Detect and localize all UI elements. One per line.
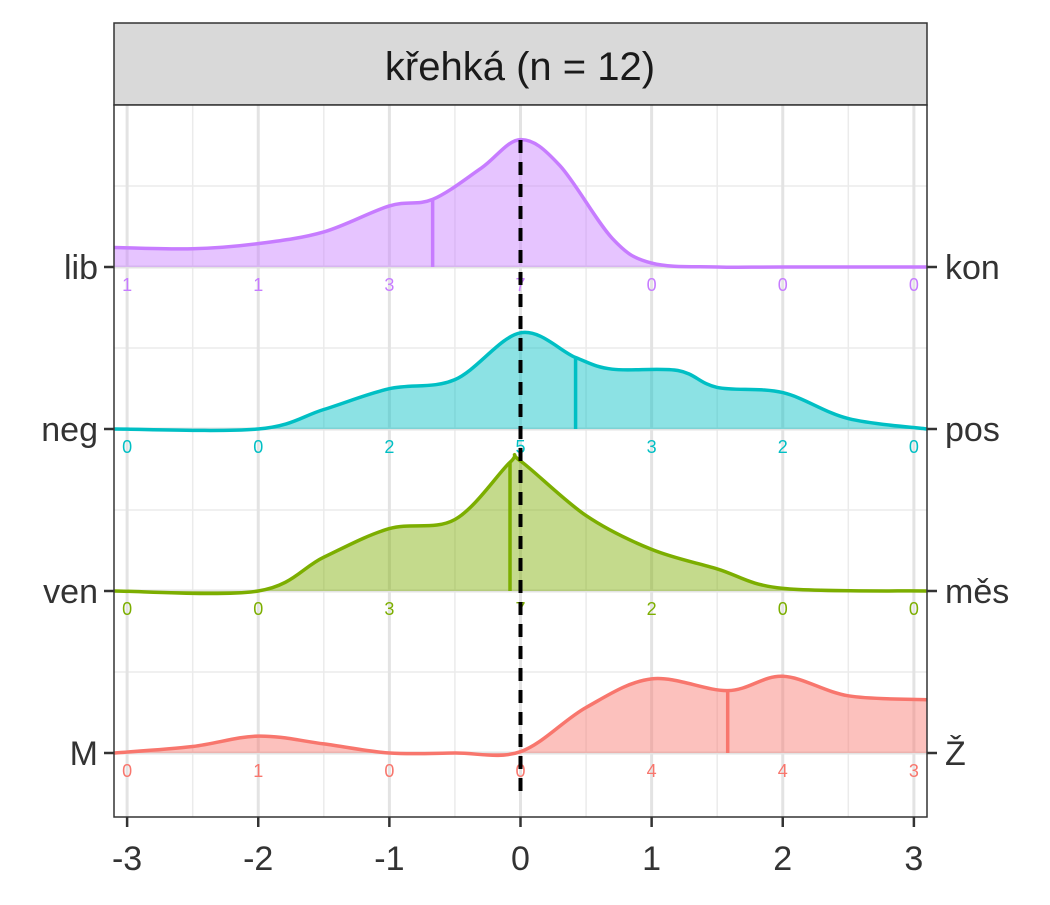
y-label-left: lib (64, 249, 98, 287)
count-label: 3 (384, 599, 394, 619)
axes: -3 -2 -1 0 1 2 3 lib kon neg pos ven měs M Ž (41, 249, 1009, 878)
y-label-right: kon (945, 249, 1000, 287)
facet-title: křehká (n = 12) (385, 45, 655, 89)
count-label: 0 (253, 437, 263, 457)
density-line (113, 330, 928, 433)
count-label: 2 (647, 599, 657, 619)
density-line (113, 674, 928, 758)
ridge-M-Ž: 0 1 0 0 4 4 3 (113, 674, 928, 781)
y-label-right: pos (945, 411, 1000, 449)
count-label: 0 (647, 275, 657, 295)
count-label: 0 (122, 761, 132, 781)
y-label-left: M (70, 735, 98, 773)
density-area (114, 676, 927, 756)
facet-strip (113, 22, 928, 106)
count-label: 0 (122, 599, 132, 619)
x-tick-label: 0 (511, 840, 530, 878)
count-label: 1 (253, 761, 263, 781)
x-tick-label: -1 (374, 840, 404, 878)
x-tick-label: 1 (642, 840, 661, 878)
count-label: 0 (778, 275, 788, 295)
count-label: 1 (122, 275, 132, 295)
count-label: 2 (384, 437, 394, 457)
count-label: 0 (384, 761, 394, 781)
density-area (114, 332, 927, 431)
y-label-left: neg (41, 411, 98, 449)
ridge-neg-pos: 0 0 2 5 3 2 0 (113, 330, 928, 457)
x-tick-label: -2 (243, 840, 273, 878)
count-label: 3 (909, 761, 919, 781)
count-label: 0 (909, 437, 919, 457)
density-line (113, 452, 928, 596)
y-label-right: měs (945, 573, 1009, 611)
count-label: 5 (515, 437, 525, 457)
x-tick-label: 3 (904, 840, 923, 878)
y-label-left: ven (43, 573, 98, 611)
x-tick-label: -3 (112, 840, 142, 878)
x-tick-label: 2 (773, 840, 792, 878)
count-label: 0 (909, 275, 919, 295)
count-label: 3 (384, 275, 394, 295)
count-label: 4 (647, 761, 657, 781)
count-label: 2 (778, 437, 788, 457)
count-label: 3 (647, 437, 657, 457)
density-line (113, 137, 927, 270)
count-label: 1 (253, 275, 263, 295)
count-label: 0 (778, 599, 788, 619)
count-label: 0 (515, 761, 525, 781)
count-label: 0 (909, 599, 919, 619)
y-label-right: Ž (945, 735, 966, 773)
count-label: 0 (122, 437, 132, 457)
count-label: 0 (253, 599, 263, 619)
count-label: 4 (778, 761, 788, 781)
